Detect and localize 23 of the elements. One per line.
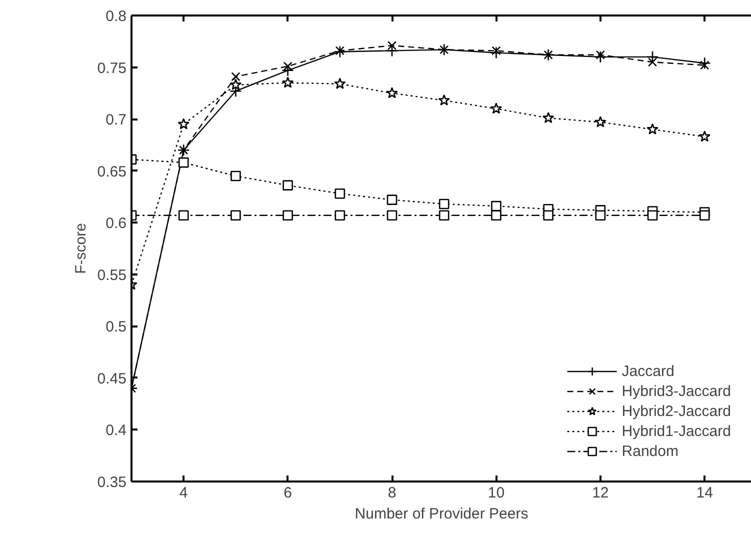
legend-label: Hybrid3-Jaccard [622, 382, 731, 400]
y-tick-label: 0.8 [106, 8, 127, 25]
x-tick-label: 12 [592, 484, 609, 502]
y-tick-label: 0.55 [97, 266, 127, 284]
x-tick-label: 6 [284, 484, 292, 502]
y-tick-label: 0.6 [106, 215, 127, 232]
legend-label: Hybrid2-Jaccard [622, 402, 731, 420]
y-tick-label: 0.7 [106, 112, 127, 129]
y-tick-label: 0.4 [106, 422, 127, 440]
y-tick-label: 0.5 [106, 318, 127, 336]
y-tick-label: 0.65 [97, 163, 127, 180]
legend-label: Hybrid1-Jaccard [622, 422, 731, 440]
x-tick-label: 4 [179, 484, 188, 502]
x-tick-label: 10 [488, 484, 505, 502]
x-axis-title: Number of Provider Peers [354, 506, 528, 522]
y-tick-label: 0.35 [97, 474, 127, 491]
legend-label: Random [622, 442, 678, 460]
x-tick-label: 14 [696, 484, 713, 502]
y-tick-label: 0.75 [97, 60, 127, 77]
y-axis-title: F-score [72, 223, 90, 274]
y-tick-label: 0.45 [97, 370, 127, 388]
legend-label: Jaccard [622, 362, 674, 380]
x-tick-label: 8 [388, 484, 396, 502]
